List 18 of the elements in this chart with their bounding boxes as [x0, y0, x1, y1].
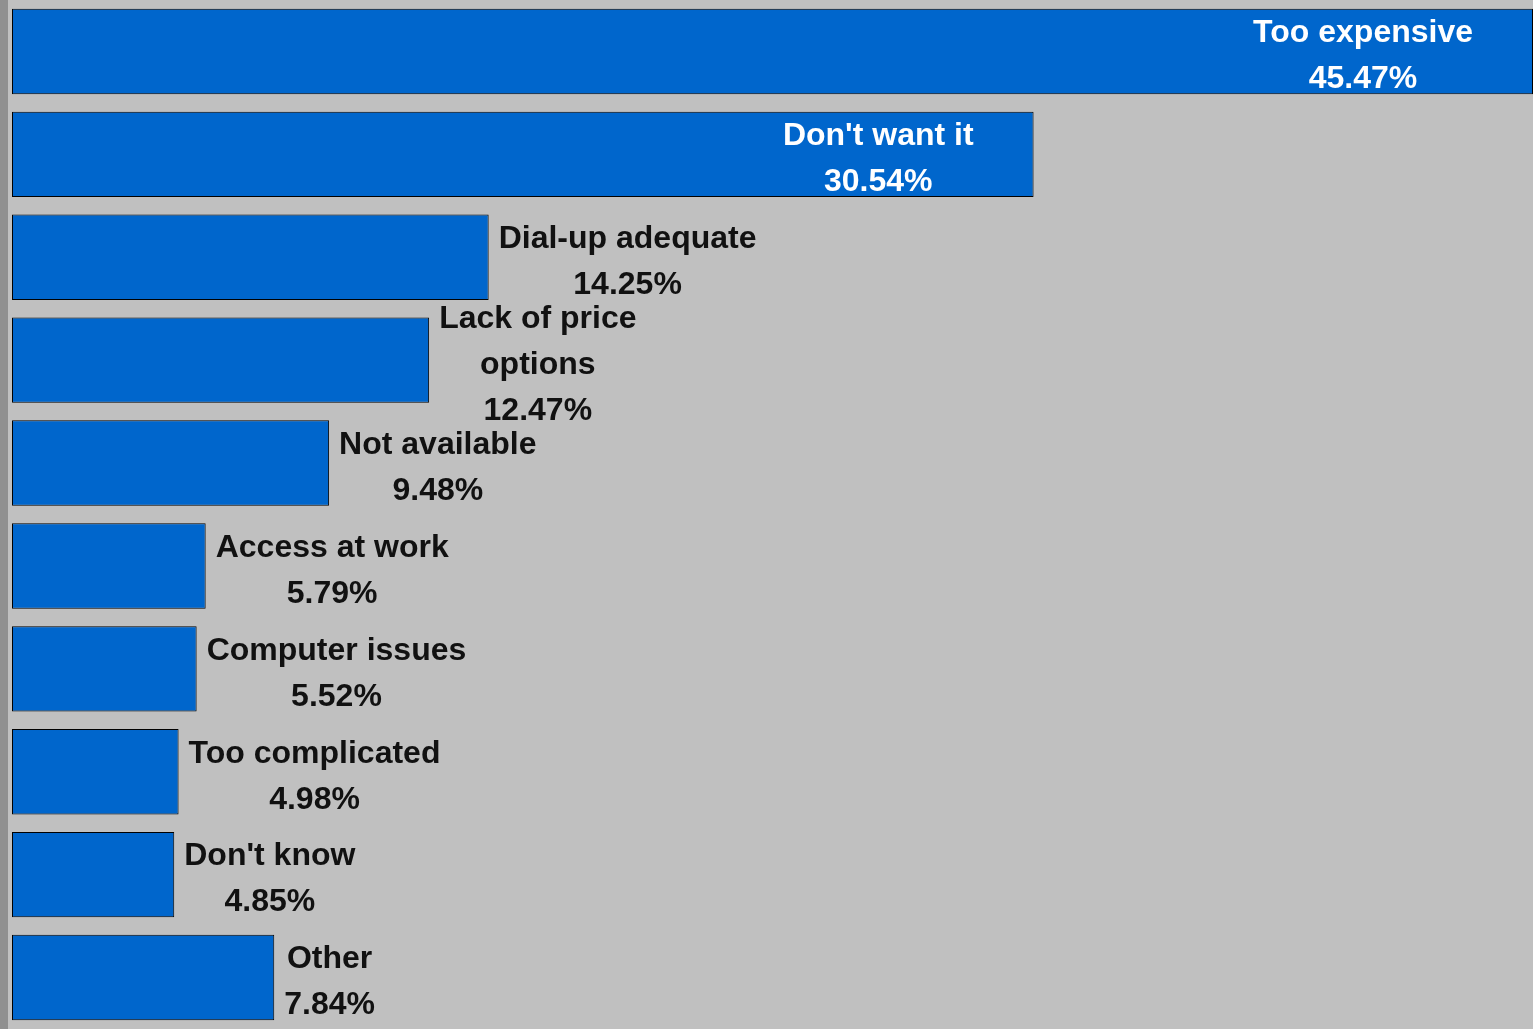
y-tick-label: Computer issues: [206, 630, 467, 667]
data-label: 5.52%: [291, 676, 382, 713]
data-label: 12.47%: [483, 390, 593, 427]
data-label: 45.47%: [1308, 59, 1418, 96]
y-tick-label: Other: [286, 939, 373, 976]
data-label: 30.54%: [823, 162, 933, 199]
y-tick-label: Don't want it: [782, 116, 974, 153]
data-label: 4.98%: [269, 779, 360, 816]
data-label: 5.79%: [286, 573, 378, 610]
data-label: 4.85%: [224, 882, 316, 919]
y-tick-label: Too complicated: [188, 733, 441, 770]
y-tick-label: Too expensive: [1253, 13, 1473, 50]
y-tick-label: Don't know: [184, 836, 356, 873]
y-tick-label: Dial-up adequate: [498, 219, 757, 256]
y-tick-label: Not available: [339, 424, 537, 461]
data-label: 7.84%: [284, 985, 375, 1022]
y-tick-label: Access at work: [215, 527, 449, 564]
data-label: 9.48%: [392, 470, 484, 507]
